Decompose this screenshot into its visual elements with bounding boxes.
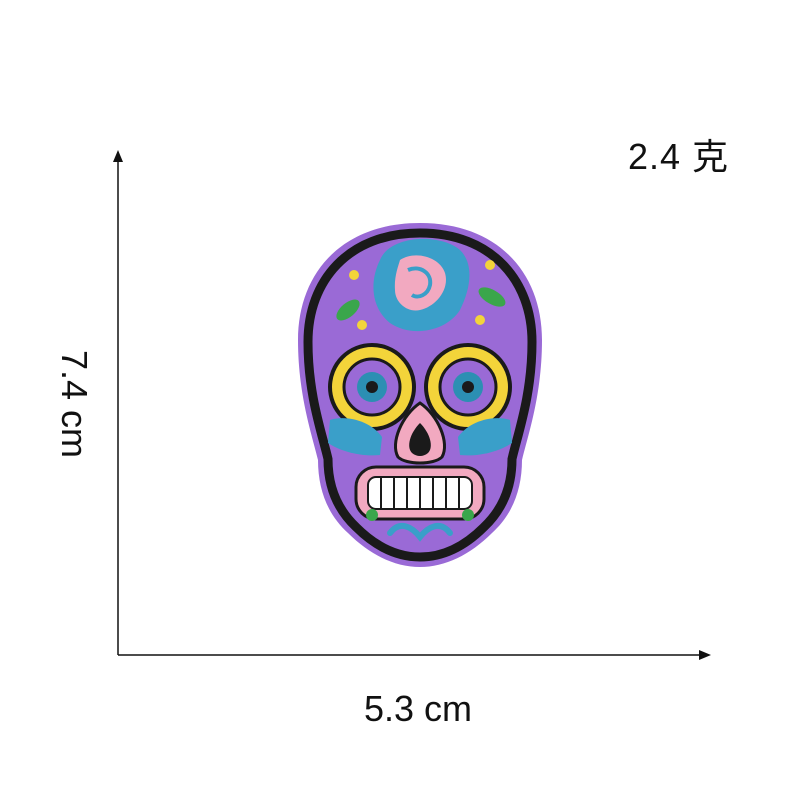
rose-icon (373, 238, 470, 332)
sugar-skull-patch-icon (298, 223, 542, 567)
height-label: 7.4 cm (54, 350, 95, 459)
dot-icon (485, 260, 495, 270)
patch-outline (303, 228, 537, 562)
cheek-icon (458, 418, 512, 456)
cheek-icon (328, 418, 382, 456)
dot-icon (349, 270, 359, 280)
chin-swirl-icon (387, 522, 453, 542)
horizontal-arrow-icon (699, 650, 711, 660)
leaf-icon (478, 287, 506, 307)
left-eye-icon (328, 343, 416, 431)
weight-label: 2.4 克 (628, 136, 730, 177)
teeth-icon (354, 465, 486, 521)
width-label: 5.3 cm (363, 688, 473, 729)
vertical-arrow-icon (113, 150, 123, 162)
dot-icon (475, 315, 485, 325)
leaf-icon (336, 299, 360, 321)
right-eye-icon (424, 343, 512, 431)
dot-icon (357, 320, 367, 330)
